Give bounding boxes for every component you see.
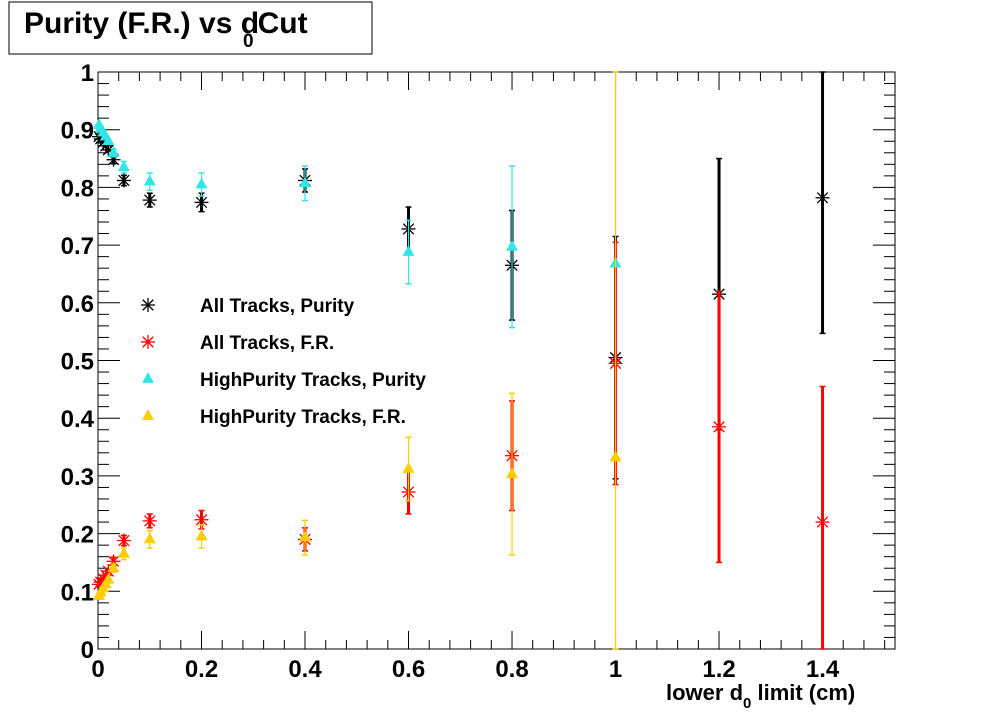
data-point (195, 177, 208, 189)
chart-title-main: Purity (F.R.) vs d (24, 7, 259, 40)
marker-stroke (118, 174, 130, 187)
y-tick-label: 0.3 (61, 464, 94, 491)
data-point (195, 529, 208, 541)
y-tick-label: 0.8 (61, 175, 94, 202)
plot-frame (97, 71, 896, 650)
y-tick-label: 0.1 (61, 579, 94, 606)
y-tick-label: 0.5 (61, 349, 94, 376)
marker-stroke (195, 514, 208, 526)
x-tick-label: 0 (91, 656, 104, 683)
data-point (107, 145, 120, 157)
data-point (815, 515, 830, 530)
data-point (815, 190, 830, 205)
data-point (402, 462, 415, 473)
data-point (194, 512, 209, 527)
y-tick-label: 0.2 (61, 522, 94, 549)
marker-stroke (816, 516, 829, 528)
data-point (194, 195, 209, 210)
data-point (402, 245, 415, 256)
data-point (506, 467, 519, 479)
x-axis-label-suffix: limit (cm) (751, 680, 855, 705)
marker-stroke (144, 515, 156, 527)
marker-stroke (102, 144, 115, 156)
data-point (609, 450, 622, 462)
data-point (116, 173, 131, 188)
y-tick-label: 0.4 (61, 406, 95, 433)
marker-stroke (142, 299, 154, 311)
legend-marker (141, 335, 155, 349)
data-point (102, 572, 115, 584)
marker-stroke (816, 192, 829, 204)
data-point (143, 174, 156, 186)
chart-title-suffix: Cut (258, 7, 308, 40)
legend-marker (142, 372, 154, 383)
marker-stroke (713, 421, 725, 433)
y-tick-label: 0.9 (61, 118, 94, 145)
x-tick-label: 1.2 (702, 656, 735, 683)
x-tick-label: 0.2 (185, 656, 218, 683)
y-tick-label: 1 (81, 60, 94, 87)
marker-stroke (144, 194, 156, 206)
y-tick-label: 0.6 (61, 291, 94, 318)
marker-stroke (195, 196, 208, 209)
x-tick-label: 0.8 (495, 656, 528, 683)
y-tick-label: 0 (81, 637, 94, 664)
data-point (143, 532, 156, 544)
data-point (712, 419, 727, 434)
legend-label: HighPurity Tracks, F.R. (200, 407, 406, 428)
y-tick-label: 0.7 (61, 233, 94, 260)
series-4 (93, 71, 622, 650)
x-tick-label: 0.4 (288, 656, 322, 683)
data-point (506, 239, 519, 251)
x-tick-label: 1.4 (806, 656, 840, 683)
marker-stroke (118, 534, 130, 547)
data-point (102, 134, 115, 146)
data-point (142, 193, 157, 208)
legend-marker (142, 409, 154, 420)
series-3 (93, 71, 622, 461)
marker-stroke (142, 336, 154, 348)
legend-label: All Tracks, Purity (200, 296, 355, 317)
marker-stroke (107, 555, 120, 568)
x-tick-label: 0.6 (392, 656, 425, 683)
x-axis-label-sub: 0 (743, 695, 751, 712)
chart-title: Purity (F.R.) vs d 0Cut (24, 7, 308, 52)
data-point (142, 513, 157, 528)
data-point (299, 176, 312, 188)
data-point (117, 160, 130, 172)
legend-label: HighPurity Tracks, Purity (200, 370, 426, 391)
data-points (92, 71, 830, 650)
x-axis-label: lower d0 limit (cm) (666, 680, 855, 712)
title-box: Purity (F.R.) vs d 0Cut (8, 1, 373, 55)
chart-title-sub: 0 (243, 31, 254, 52)
legend-label: All Tracks, F.R. (200, 333, 334, 354)
legend: All Tracks, Purity All Tracks, F.R. HighPu… (141, 296, 426, 428)
data-point (117, 546, 130, 558)
data-point (299, 530, 312, 542)
x-tick-label: 1 (609, 656, 622, 683)
x-axis-label-prefix: lower d (666, 680, 743, 705)
axes: 0 0.1 0.2 0.3 0.4 0.5 0.6 0.7 0.8 0.9 1 0 0.2 0.4 0.6 0… (61, 60, 895, 683)
legend-marker (141, 298, 155, 312)
data-point (116, 533, 131, 548)
data-point (107, 561, 120, 573)
